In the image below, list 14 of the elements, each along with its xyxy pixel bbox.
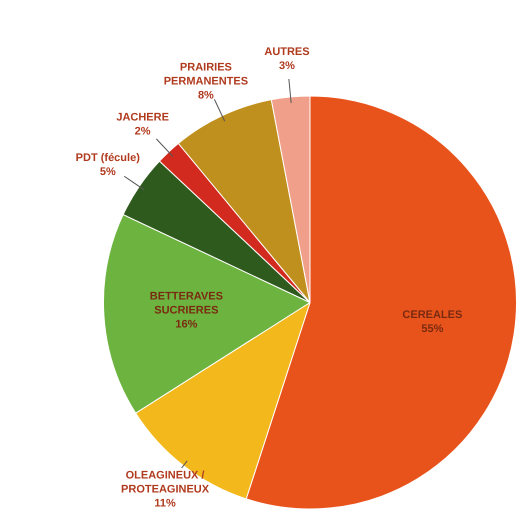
data-label: 8% <box>198 89 214 102</box>
slice-label: PRAIRIES PERMANENTES <box>164 61 248 88</box>
data-label: 2% <box>134 125 151 138</box>
slice-label: OLEAGINEUX / PROTEAGINEUX <box>121 469 210 496</box>
slice-label: AUTRES <box>264 46 310 58</box>
slice-label: BETTERAVES SUCRIERES <box>150 290 223 316</box>
data-label: 11% <box>154 497 176 510</box>
data-label: 3% <box>279 60 296 72</box>
slice-label: PDT (fécule) <box>76 152 140 164</box>
data-label: 5% <box>100 166 116 178</box>
slice-label: JACHERE <box>116 111 169 124</box>
data-label: 55% <box>421 322 444 335</box>
data-label: 16% <box>175 318 198 330</box>
slice-label: CEREALES <box>402 308 462 321</box>
